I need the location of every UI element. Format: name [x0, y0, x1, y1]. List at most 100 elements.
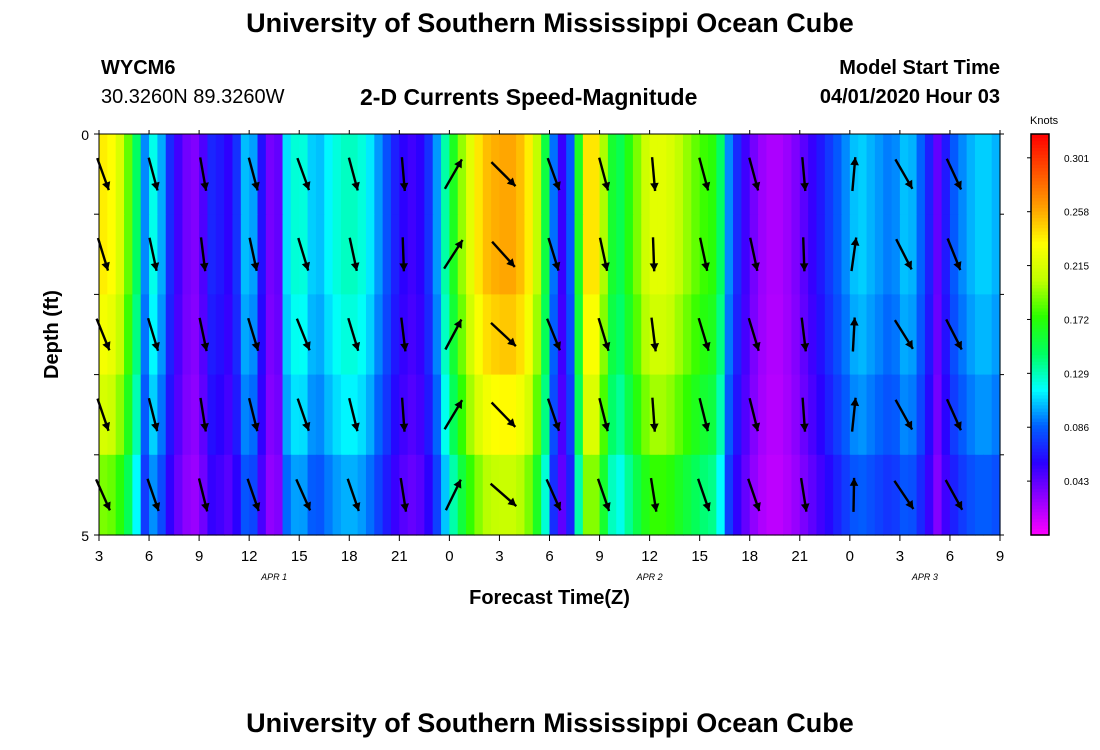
colorbar-segment — [1031, 367, 1049, 372]
heatmap-cell — [974, 294, 984, 376]
heatmap-cell — [632, 134, 642, 215]
heatmap-cell — [974, 214, 984, 295]
heatmap-cell — [532, 294, 542, 376]
current-arrow — [546, 398, 561, 432]
current-arrow — [545, 318, 562, 351]
y-tick-label: 5 — [81, 528, 89, 544]
heatmap-cell — [724, 454, 734, 536]
heatmap-cell — [724, 374, 734, 456]
heatmap-cell — [357, 374, 367, 456]
heatmap-cell — [983, 374, 993, 456]
heatmap-cell — [582, 454, 592, 536]
colorbar-segment — [1031, 317, 1049, 322]
current-arrow — [945, 398, 962, 431]
heatmap-cell — [390, 134, 400, 215]
heatmap-cell — [974, 134, 984, 215]
heatmap-cell — [340, 294, 350, 376]
heatmap-cell — [941, 294, 951, 376]
heatmap-cell — [407, 134, 417, 215]
heatmap-cell — [265, 214, 275, 295]
colorbar-tick-label: 0.258 — [1064, 208, 1089, 219]
colorbar-segment — [1031, 401, 1049, 406]
heatmap-cell — [574, 294, 584, 376]
colorbar-segment — [1031, 444, 1049, 449]
heatmap-cell — [858, 294, 868, 376]
heatmap-cell — [941, 454, 951, 536]
heatmap-cell — [374, 294, 384, 376]
heatmap-cell — [165, 294, 175, 376]
heatmap-cell — [791, 214, 801, 295]
heatmap-cell — [107, 294, 117, 376]
heatmap-cell — [858, 374, 868, 456]
heatmap-cell — [916, 454, 926, 536]
heatmap-cell — [691, 374, 701, 456]
heatmap-cell — [157, 134, 167, 215]
colorbar-segment — [1031, 471, 1049, 476]
heatmap-cell — [215, 374, 225, 456]
current-arrow — [95, 478, 111, 511]
colorbar-segment — [1031, 281, 1049, 285]
x-tick-label: 6 — [946, 548, 954, 565]
heatmap-cell — [507, 374, 517, 456]
heatmap-cell — [115, 294, 125, 376]
heatmap-cell — [357, 214, 367, 295]
heatmap-cell — [566, 294, 576, 376]
colorbar-segment — [1031, 408, 1049, 412]
current-arrow — [698, 397, 711, 432]
heatmap-cell — [774, 294, 784, 376]
heatmap-cell — [933, 374, 943, 456]
current-arrow — [147, 397, 160, 432]
heatmap-cell — [507, 294, 517, 376]
colorbar-segment — [1031, 140, 1049, 145]
current-arrow — [147, 157, 160, 191]
heatmap-cell — [282, 214, 292, 295]
x-tick-label: 12 — [241, 548, 258, 565]
current-arrow — [747, 478, 761, 512]
x-tick-label: 0 — [846, 548, 854, 565]
colorbar-segment — [1031, 501, 1049, 506]
colorbar-segment — [1031, 331, 1049, 336]
heatmap-cell — [265, 374, 275, 456]
colorbar-segment — [1031, 174, 1049, 179]
current-arrow — [800, 397, 809, 432]
heatmap-cell — [207, 134, 217, 215]
colorbar-segment — [1031, 224, 1049, 229]
heatmap-cell — [841, 374, 851, 456]
x-axis: 3 6 9 12 15 18 21 0 3 6 9 12 15 18 21 0 3 6 9 APR 1 APR 2 APR… — [95, 130, 1004, 609]
heatmap-cell — [182, 374, 192, 456]
colorbar-segment — [1031, 147, 1049, 152]
colorbar-tick-label: 0.086 — [1064, 423, 1089, 434]
heatmap-cell — [441, 454, 450, 536]
heatmap-cell — [390, 374, 400, 456]
current-arrow — [749, 237, 760, 272]
heatmap-cell — [632, 454, 642, 536]
colorbar-segment — [1031, 418, 1049, 422]
heatmap-cell — [916, 214, 926, 295]
current-arrow — [295, 478, 312, 511]
heatmap-cell — [265, 134, 275, 215]
heatmap-cell — [891, 374, 901, 456]
heatmap-cell — [958, 294, 968, 376]
x-tick-label: 21 — [791, 548, 808, 565]
heatmap-cell — [557, 374, 567, 456]
heatmap-cell — [107, 454, 117, 536]
station-coordinates: 30.3260N 89.3260W — [101, 86, 285, 108]
heatmap-cell — [182, 214, 192, 295]
heatmap-cell — [382, 214, 392, 295]
heatmap-cell — [674, 374, 684, 456]
current-arrow — [850, 317, 859, 352]
heatmap-cell — [390, 454, 400, 536]
heatmap-cell — [624, 294, 634, 376]
heatmap-cell — [524, 374, 534, 456]
colorbar-segment — [1031, 337, 1049, 342]
heatmap-cell — [491, 134, 501, 215]
heatmap-cell — [624, 454, 634, 536]
heatmap-cell — [708, 134, 717, 215]
heatmap-cell — [774, 374, 784, 456]
heatmap-cell — [741, 294, 751, 376]
heatmap-cell — [457, 214, 467, 295]
colorbar-segment — [1031, 284, 1049, 289]
colorbar-segment — [1031, 391, 1049, 396]
current-arrow — [799, 477, 810, 512]
heatmap-cell — [908, 294, 918, 376]
